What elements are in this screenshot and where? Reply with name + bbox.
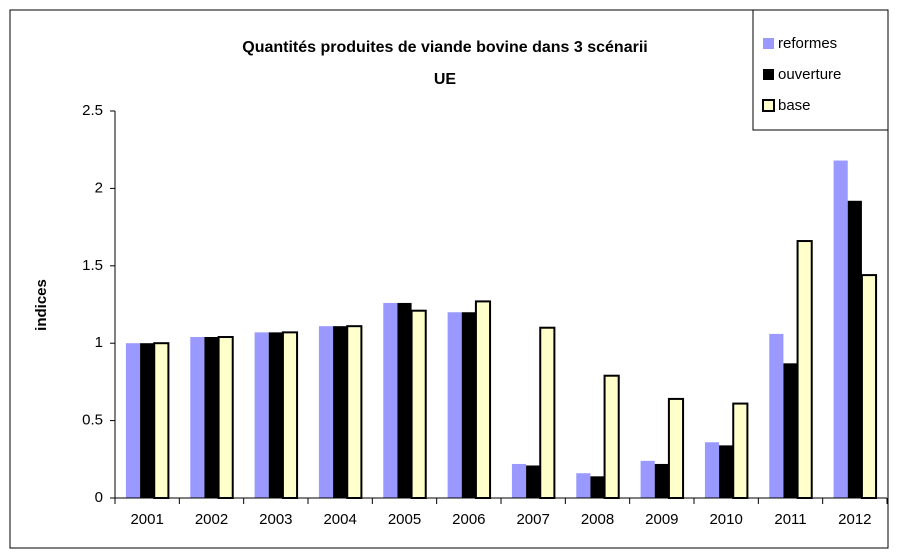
bar bbox=[410, 309, 427, 499]
bar bbox=[769, 333, 784, 498]
bar bbox=[860, 274, 878, 500]
bar bbox=[447, 312, 462, 498]
x-tick-label: 2001 bbox=[130, 511, 163, 528]
y-tick-label: 1.5 bbox=[82, 257, 103, 274]
x-tick-label: 2012 bbox=[838, 511, 871, 528]
bar bbox=[254, 332, 269, 498]
bar bbox=[783, 363, 798, 498]
x-tick-label: 2011 bbox=[774, 511, 806, 528]
bar bbox=[140, 343, 155, 498]
bar bbox=[190, 337, 205, 498]
bar bbox=[590, 476, 605, 498]
x-tick-label: 2008 bbox=[581, 511, 614, 528]
x-tick-label: 2005 bbox=[388, 511, 421, 528]
y-tick-label: 2 bbox=[95, 179, 103, 196]
bar bbox=[603, 374, 620, 500]
y-tick-label: 1 bbox=[95, 334, 103, 351]
legend-label: reformes bbox=[778, 35, 837, 52]
bar bbox=[204, 337, 219, 498]
y-tick-label: 0 bbox=[95, 489, 103, 506]
legend-swatch bbox=[763, 38, 774, 49]
bar bbox=[640, 460, 655, 498]
x-tick-label: 2009 bbox=[645, 511, 678, 528]
bar bbox=[268, 332, 283, 498]
bar bbox=[732, 402, 749, 499]
bar bbox=[461, 312, 476, 498]
bar bbox=[719, 445, 734, 498]
x-tick-label: 2004 bbox=[323, 511, 356, 528]
chart-title: UE bbox=[434, 71, 457, 88]
legend-label: base bbox=[778, 97, 811, 114]
x-tick-label: 2002 bbox=[195, 511, 228, 528]
y-tick-label: 0.5 bbox=[82, 412, 103, 429]
x-tick-label: 2006 bbox=[452, 511, 485, 528]
x-tick-label: 2007 bbox=[516, 511, 549, 528]
bar bbox=[397, 302, 412, 498]
bar bbox=[511, 463, 527, 498]
x-tick-label: 2010 bbox=[709, 511, 742, 528]
bar bbox=[576, 473, 591, 498]
legend-swatch bbox=[762, 99, 775, 112]
x-tick-label: 2003 bbox=[259, 511, 292, 528]
legend-label: ouverture bbox=[778, 66, 841, 83]
bar bbox=[526, 465, 541, 498]
bar bbox=[704, 442, 720, 498]
bar bbox=[539, 326, 556, 499]
legend-swatch bbox=[763, 69, 774, 80]
bar bbox=[153, 342, 170, 500]
bar bbox=[667, 397, 685, 500]
bar bbox=[474, 300, 492, 499]
y-axis-label: indices bbox=[33, 279, 50, 331]
y-tick-label: 2.5 bbox=[82, 102, 103, 119]
bar bbox=[654, 463, 669, 498]
bar bbox=[125, 343, 141, 498]
bar bbox=[346, 325, 363, 499]
bar bbox=[217, 336, 234, 499]
bar bbox=[333, 326, 348, 498]
bar bbox=[318, 326, 334, 498]
bar bbox=[847, 200, 862, 498]
chart-title: Quantités produites de viande bovine dan… bbox=[242, 39, 647, 56]
bar bbox=[383, 302, 398, 498]
bar bbox=[281, 331, 299, 500]
bar bbox=[833, 160, 848, 498]
legend-box bbox=[752, 9, 889, 131]
bar bbox=[796, 240, 813, 499]
